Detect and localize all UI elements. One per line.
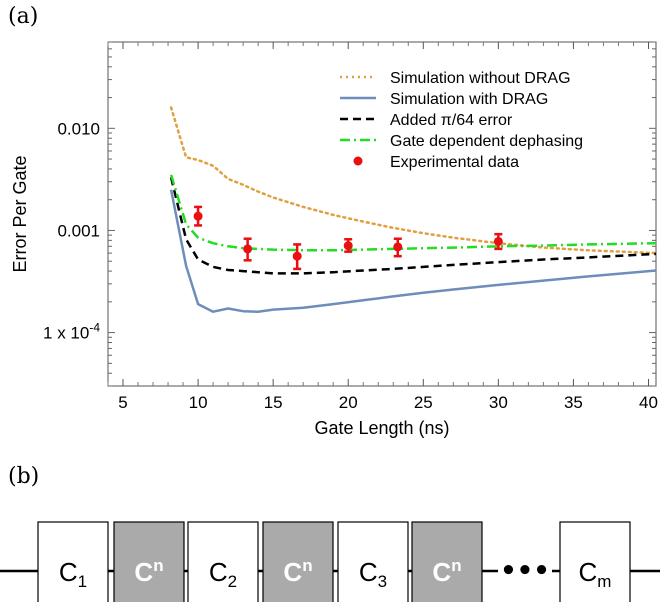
x-axis-title: Gate Length (ns) — [314, 418, 449, 438]
legend-label: Simulation without DRAG — [390, 70, 571, 87]
x-tick-label: 40 — [639, 393, 658, 412]
plot-frame — [107, 41, 657, 387]
gate-box — [187, 521, 259, 602]
gate-box — [411, 521, 483, 602]
panel-label-b: (b) — [8, 464, 40, 489]
y-tick-label: 1 x 10-4 — [43, 321, 100, 343]
x-tick-label: 35 — [564, 393, 583, 412]
legend-label: Experimental data — [390, 154, 519, 171]
y-axis-ticks: 1 x 10-4 0.001 0.010 — [43, 41, 656, 387]
x-tick-label: 20 — [339, 393, 358, 412]
gate-cn: Cn — [411, 521, 483, 602]
x-tick-label: 25 — [414, 393, 433, 412]
x-tick-label: 15 — [264, 393, 283, 412]
gate-label: Cn — [283, 556, 312, 587]
series-line-added-64-error — [169, 177, 657, 275]
gate-box — [337, 521, 409, 602]
data-point — [493, 236, 503, 246]
gate-box — [37, 521, 109, 602]
data-point — [343, 241, 353, 251]
y-tick-label: 0.010 — [57, 119, 100, 138]
y-tick-label: 0.001 — [57, 221, 100, 240]
x-tick-label: 10 — [189, 393, 208, 412]
panel-label-a: (a) — [8, 4, 39, 29]
y-axis-title: Error Per Gate — [10, 155, 30, 272]
series-layer — [169, 106, 658, 313]
gate-sequence-circuit: C1 Cn C2 Cn C3 Cn Cm ••• — [0, 521, 660, 602]
gate-c3: C3 — [337, 521, 409, 602]
plot-border — [107, 41, 657, 387]
gate-label: Cm — [579, 557, 612, 591]
series-line-simulation-with-drag — [169, 189, 657, 313]
gate-c1: C1 — [37, 521, 109, 602]
legend-label: Simulation with DRAG — [390, 91, 548, 108]
legend: Simulation without DRAG Simulation with D… — [340, 70, 583, 171]
gate-label: Cn — [134, 556, 163, 587]
data-point — [193, 211, 203, 221]
gate-label: Cn — [432, 556, 461, 587]
gate-cm: Cm — [559, 521, 631, 602]
ellipsis: ••• — [500, 556, 550, 586]
legend-marker-experimental-data — [353, 156, 363, 166]
legend-label: Gate dependent dephasing — [390, 133, 583, 150]
series-line-simulation-without-drag — [169, 106, 658, 255]
gate-label: C1 — [59, 557, 87, 591]
gate-cn: Cn — [262, 521, 334, 602]
gate-label: C3 — [359, 557, 387, 591]
data-point — [393, 242, 403, 252]
series-line-gate-dependent-dephasing — [169, 174, 657, 252]
gate-label: C2 — [209, 557, 237, 591]
gate-cn: Cn — [113, 521, 185, 602]
gate-box — [559, 521, 631, 602]
data-point — [292, 251, 302, 261]
legend-label: Added π/64 error — [390, 112, 513, 129]
error-per-gate-chart: 5 10 15 20 25 30 35 40 1 x 10-4 0.001 0.010 Simul… — [10, 41, 658, 438]
data-point — [243, 244, 253, 254]
gate-box — [113, 521, 185, 602]
x-tick-label: 30 — [489, 393, 508, 412]
gate-box — [262, 521, 334, 602]
x-tick-label: 5 — [118, 393, 127, 412]
gate-c2: C2 — [187, 521, 259, 602]
x-axis-ticks: 5 10 15 20 25 30 35 40 — [107, 42, 658, 412]
wire-gap — [498, 565, 552, 577]
